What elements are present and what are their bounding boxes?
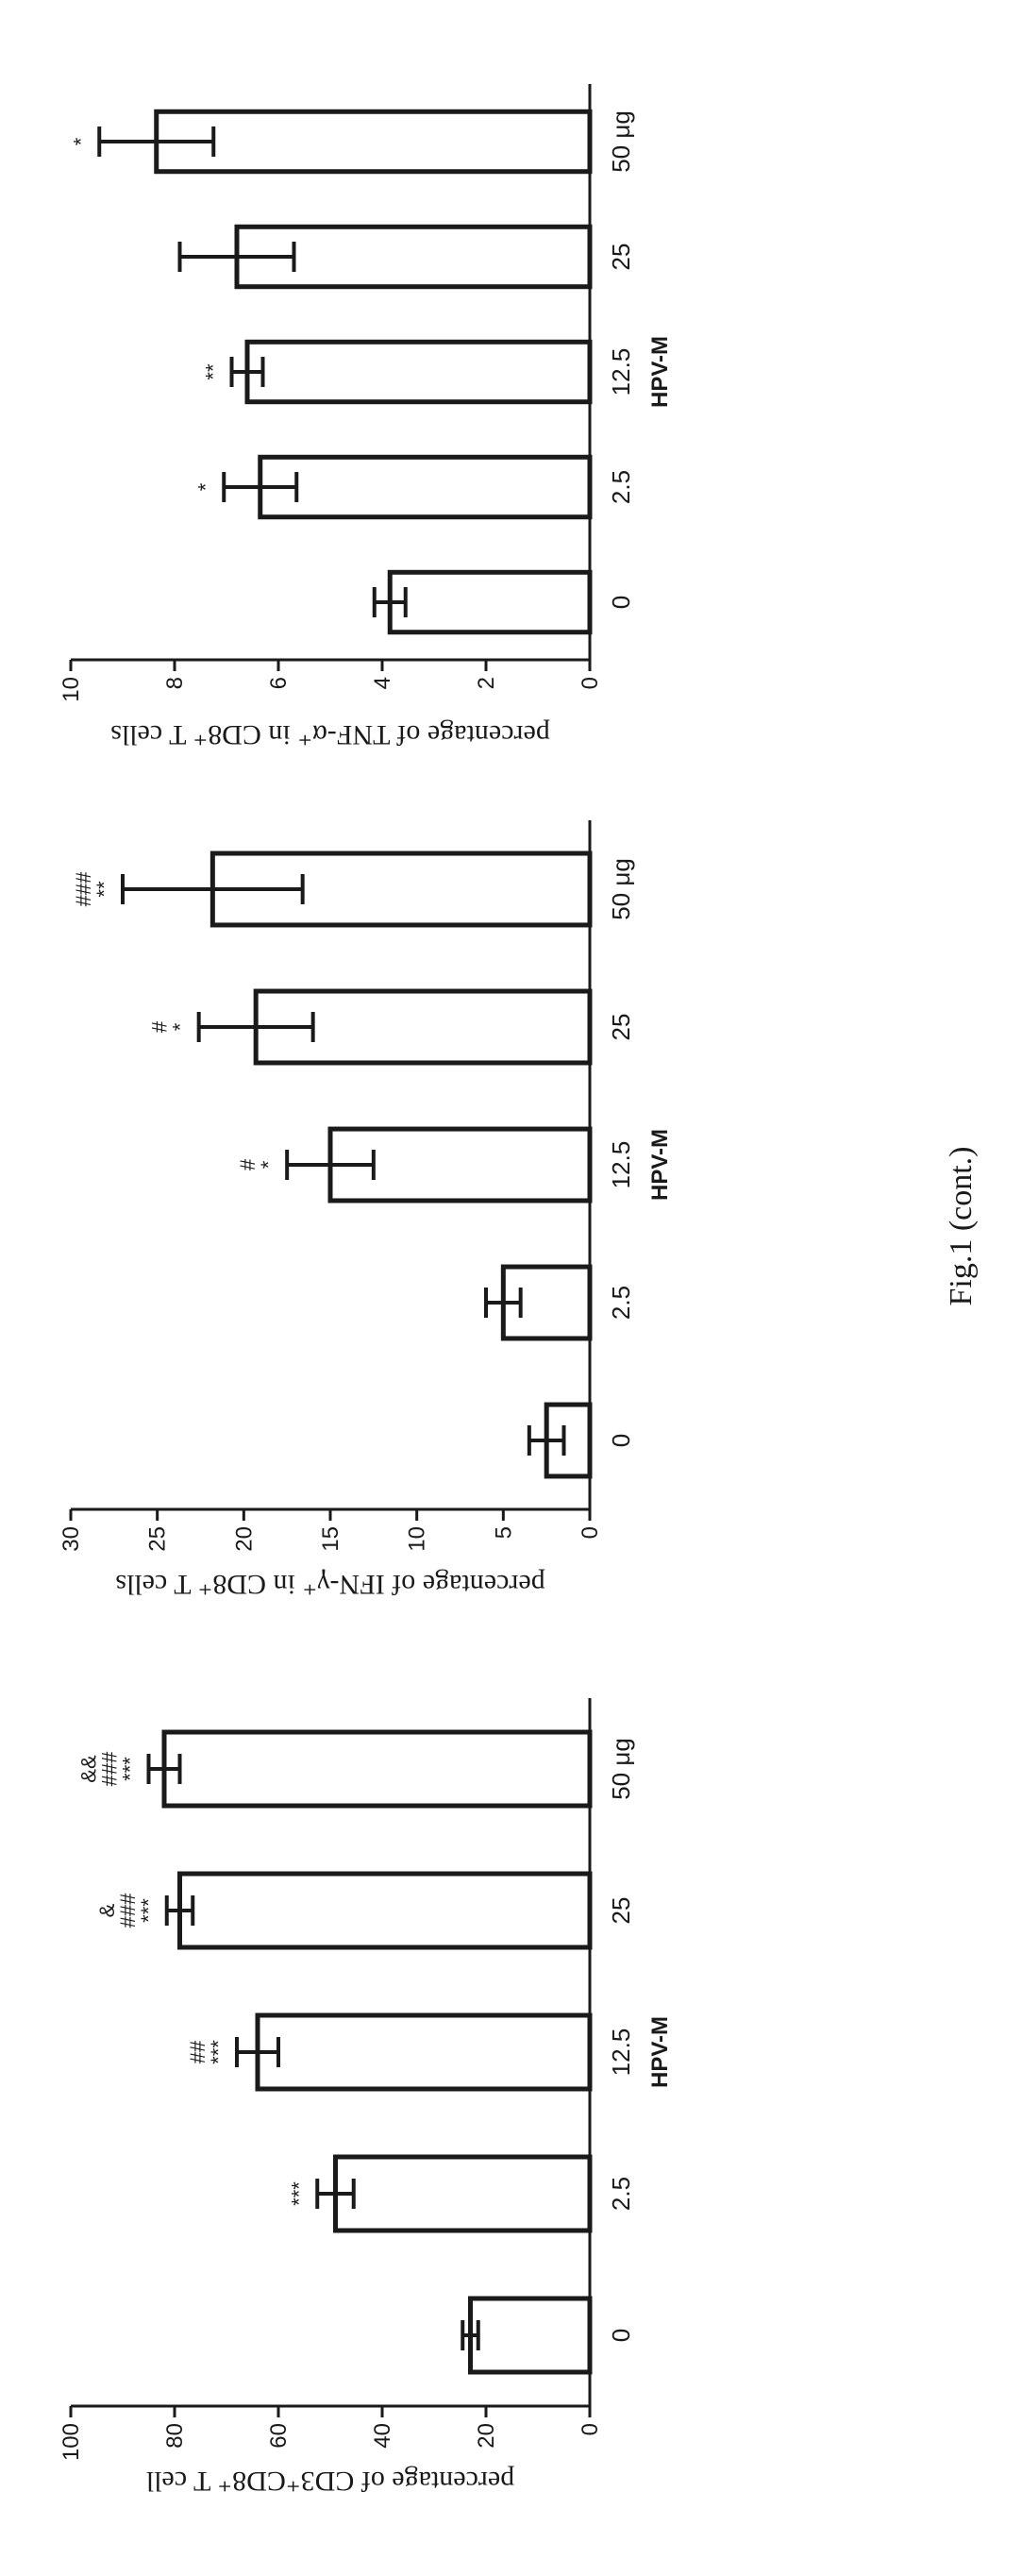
- category-label: 2.5: [607, 470, 635, 504]
- y-tick-label: 8: [162, 677, 188, 689]
- significance-mark: ###: [98, 1751, 122, 1786]
- significance-mark: #: [236, 1158, 260, 1170]
- y-tick-label: 10: [405, 1526, 430, 1552]
- significance-mark: ***: [137, 1898, 160, 1923]
- bar: [161, 1729, 593, 1809]
- significance-mark: *: [193, 482, 217, 491]
- category-label: 25: [607, 1014, 635, 1041]
- category-label: 25: [607, 244, 635, 271]
- significance-mark: ##: [186, 2040, 209, 2063]
- y-tick-label: 80: [162, 2423, 188, 2449]
- category-label: 50 μg: [607, 1738, 635, 1800]
- category-label: 2.5: [607, 1286, 635, 1320]
- bar: [177, 1871, 593, 1950]
- category-label: 0: [607, 1434, 635, 1447]
- x-axis-label: HPV-M: [647, 2016, 673, 2088]
- y-tick-label: 0: [578, 677, 603, 689]
- significance-mark: ***: [287, 2181, 310, 2206]
- significance-mark: **: [92, 881, 116, 898]
- significance-mark: &&: [77, 1755, 101, 1783]
- y-tick-label: 5: [491, 1526, 516, 1539]
- y-axis-label: percentage of TNF-α⁺ in CD8⁺ T cells: [110, 719, 550, 750]
- significance-mark: ***: [207, 2040, 230, 2064]
- y-tick-label: 20: [231, 1526, 257, 1552]
- category-label: 0: [607, 2329, 635, 2342]
- category-label: 50 μg: [607, 858, 635, 920]
- y-tick-label: 15: [318, 1526, 343, 1552]
- significance-mark: *: [69, 137, 92, 145]
- category-label: 12.5: [607, 2029, 635, 2077]
- y-tick-label: 30: [59, 1526, 84, 1552]
- chart-panel-3: 0 2 4 6 8 10 percentage of TNF-α⁺ in CD8⁺ T ce…: [59, 84, 673, 750]
- bar: [255, 2012, 593, 2092]
- y-tick-label: 6: [266, 677, 292, 689]
- chart-panel-1: 0 20 40 60 80 100 percentage of CD3⁺CD8⁺ T cel…: [59, 1698, 673, 2497]
- y-tick-label: 4: [370, 677, 395, 689]
- bar: [244, 339, 593, 405]
- significance-mark: *: [169, 1022, 193, 1031]
- significance-mark: &: [95, 1903, 119, 1917]
- bar: [333, 2154, 593, 2233]
- category-label: 12.5: [607, 348, 635, 396]
- y-tick-label: 60: [266, 2423, 292, 2449]
- significance-mark: ***: [119, 1757, 142, 1781]
- y-tick-label: 20: [474, 2423, 499, 2449]
- category-label: 12.5: [607, 1141, 635, 1189]
- y-axis-label: percentage of IFN-γ⁺ in CD8⁺ T cells: [115, 1569, 545, 1600]
- category-label: 25: [607, 1897, 635, 1925]
- bar: [468, 2296, 593, 2375]
- y-tick-label: 0: [578, 1526, 603, 1539]
- category-label: 50 μg: [607, 110, 635, 173]
- chart-panel-2: 0 5 10 15 20 25 30 percentage of IFN-γ⁺ in CD8⁺…: [59, 820, 673, 1600]
- category-label: 2.5: [607, 2177, 635, 2211]
- y-tick-label: 2: [474, 677, 499, 689]
- figure-caption: Fig.1 (cont.): [944, 1146, 979, 1306]
- significance-mark: *: [257, 1160, 280, 1169]
- y-tick-label: 100: [59, 2423, 84, 2461]
- significance-mark: ###: [116, 1893, 140, 1928]
- y-axis-label: percentage of CD3⁺CD8⁺ T cell: [146, 2466, 514, 2497]
- x-axis-label: HPV-M: [647, 336, 673, 408]
- significance-mark: #: [148, 1020, 172, 1033]
- x-axis-label: HPV-M: [647, 1129, 673, 1201]
- y-tick-label: 0: [578, 2423, 603, 2435]
- bar: [154, 109, 593, 175]
- y-tick-label: 10: [59, 677, 84, 702]
- significance-mark: ###: [72, 871, 95, 906]
- category-label: 0: [607, 596, 635, 609]
- y-tick-label: 40: [370, 2423, 395, 2449]
- bar: [258, 454, 593, 520]
- significance-mark: **: [202, 363, 226, 380]
- y-tick-label: 25: [145, 1526, 171, 1552]
- bar: [387, 569, 593, 635]
